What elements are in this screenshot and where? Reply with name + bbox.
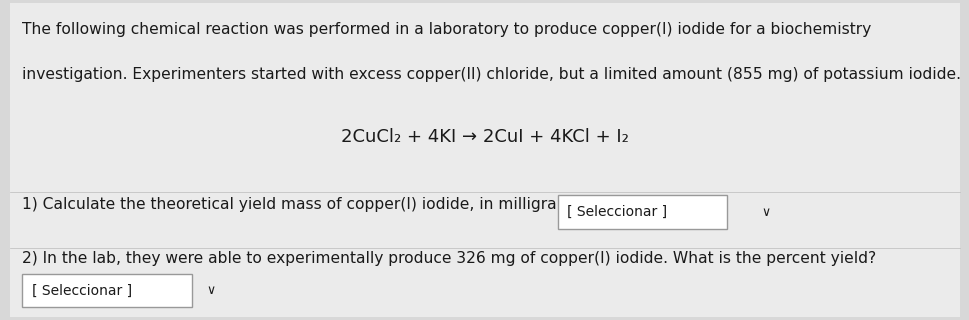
Text: The following chemical reaction was performed in a laboratory to produce copper(: The following chemical reaction was perf…	[22, 22, 871, 37]
Text: 2) In the lab, they were able to experimentally produce 326 mg of copper(I) iodi: 2) In the lab, they were able to experim…	[22, 251, 876, 266]
Text: [ Seleccionar ]: [ Seleccionar ]	[32, 284, 132, 297]
Text: ∨: ∨	[206, 284, 215, 297]
FancyBboxPatch shape	[557, 195, 727, 229]
Text: investigation. Experimenters started with excess copper(II) chloride, but a limi: investigation. Experimenters started wit…	[22, 67, 960, 82]
Text: [ Seleccionar ]: [ Seleccionar ]	[567, 205, 667, 219]
Text: 1) Calculate the theoretical yield mass of copper(I) iodide, in milligrams.: 1) Calculate the theoretical yield mass …	[22, 197, 584, 212]
FancyBboxPatch shape	[10, 3, 959, 317]
FancyBboxPatch shape	[22, 274, 192, 307]
Text: 2CuCl₂ + 4KI → 2CuI + 4KCl + I₂: 2CuCl₂ + 4KI → 2CuI + 4KCl + I₂	[341, 128, 628, 146]
Text: ∨: ∨	[761, 205, 769, 219]
